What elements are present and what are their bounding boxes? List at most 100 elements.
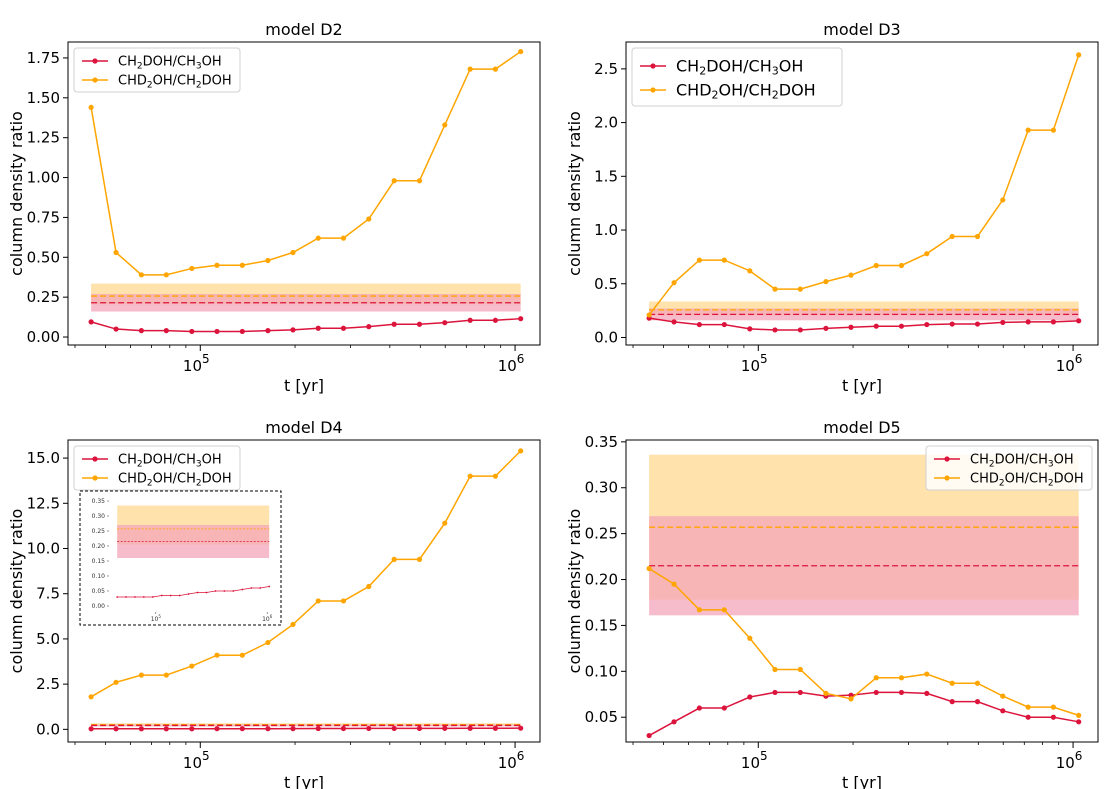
y-tick-label: 0.75 bbox=[27, 208, 60, 226]
legend-swatch-marker bbox=[92, 77, 98, 83]
legend-text-part: DOH/CH bbox=[706, 57, 772, 76]
series-1-point bbox=[391, 321, 397, 327]
y-tick-label: 0.10 bbox=[585, 662, 618, 680]
inset-series-point bbox=[134, 596, 136, 598]
legend-text-part: CHD bbox=[970, 472, 999, 487]
series-1-point bbox=[239, 328, 245, 335]
series-2-point bbox=[823, 690, 829, 696]
legend-text-part: CH bbox=[118, 55, 137, 70]
y-tick-label: 0.50 bbox=[27, 248, 60, 266]
series-1-point bbox=[492, 725, 499, 731]
series-1-point bbox=[88, 726, 94, 732]
legend-subscript: 2 bbox=[999, 479, 1005, 489]
series-line-2 bbox=[648, 54, 1080, 316]
tick-base: 10 bbox=[1056, 357, 1075, 375]
y-tick-label: 1.75 bbox=[27, 49, 60, 67]
series-1-point bbox=[416, 725, 423, 732]
series-1-point bbox=[823, 325, 829, 331]
series-2-point bbox=[1025, 127, 1031, 133]
series-2-point bbox=[721, 607, 727, 613]
series-2-point bbox=[924, 251, 930, 257]
inset-y-tick-label: 0.10 bbox=[92, 573, 106, 580]
series-2-point bbox=[138, 672, 144, 678]
series-line-2 bbox=[648, 567, 1079, 717]
inset-series-point bbox=[259, 587, 262, 589]
y-tick-label: 15.0 bbox=[27, 449, 60, 467]
series-2-point bbox=[1076, 712, 1082, 718]
series-2-point bbox=[898, 262, 905, 269]
series-1-point bbox=[848, 324, 854, 330]
series-1-point bbox=[873, 323, 879, 329]
inset-series-point bbox=[169, 594, 172, 597]
series-1-point bbox=[113, 726, 119, 732]
series-1-point bbox=[315, 325, 321, 331]
y-tick-label: 2.5 bbox=[594, 60, 618, 78]
series-1-point bbox=[772, 689, 778, 696]
series-1-point bbox=[646, 732, 652, 739]
series-2-point bbox=[1076, 52, 1082, 58]
tick-base: 10 bbox=[498, 754, 517, 772]
series-1-point bbox=[239, 726, 245, 732]
inset-series-point bbox=[142, 596, 145, 598]
series-1-point bbox=[797, 327, 803, 333]
series-1-point bbox=[416, 321, 423, 327]
legend-subscript: 3 bbox=[196, 460, 202, 470]
inset-series-line bbox=[117, 586, 270, 598]
chart-title: model D4 bbox=[265, 418, 342, 437]
series-1-point bbox=[1000, 708, 1006, 714]
series-2-point bbox=[239, 652, 245, 658]
series-2-point bbox=[518, 448, 524, 454]
y-tick-label: 0.00 bbox=[27, 328, 60, 346]
series-1-point bbox=[518, 316, 524, 322]
legend-entry: CHD2OH/CH2DOH bbox=[118, 472, 232, 489]
series-2-point bbox=[696, 607, 702, 613]
series-2-point bbox=[848, 696, 854, 702]
series-2-point bbox=[518, 48, 524, 55]
series-1-point bbox=[492, 317, 499, 323]
series-line-2 bbox=[90, 450, 522, 698]
legend-entry: CHD2OH/CH2DOH bbox=[676, 81, 816, 102]
inset-y-tick-label: 0.00 bbox=[92, 603, 106, 610]
series-1-point bbox=[848, 692, 854, 698]
series-2-point bbox=[189, 265, 195, 272]
y-tick-label: 0.30 bbox=[585, 479, 618, 497]
legend-text-part: CH bbox=[118, 453, 137, 468]
legend-text-part: DOH bbox=[202, 472, 232, 487]
series-1-point bbox=[873, 689, 879, 696]
y-tick-label: 5.0 bbox=[36, 630, 60, 648]
x-axis-label: t [yr] bbox=[842, 773, 882, 789]
series-1-point bbox=[214, 726, 220, 732]
legend-subscript: 2 bbox=[196, 81, 202, 91]
x-tick-label: 105 bbox=[741, 749, 768, 772]
series-1-point bbox=[163, 328, 169, 334]
legend-subscript: 3 bbox=[772, 65, 779, 78]
series-1-point bbox=[1076, 719, 1082, 725]
series-1-point bbox=[88, 319, 94, 325]
inset-series-point bbox=[241, 588, 244, 591]
legend-text-part: OH/CH bbox=[719, 81, 772, 100]
series-1-point bbox=[391, 725, 397, 732]
series-2-point bbox=[696, 257, 702, 263]
series-2-point bbox=[290, 621, 296, 628]
legend-entry: CHD2OH/CH2DOH bbox=[118, 74, 232, 91]
series-2-point bbox=[265, 639, 271, 646]
series-1-point bbox=[290, 327, 296, 333]
legend-text-part: OH bbox=[202, 55, 222, 70]
y-tick-label: 10.0 bbox=[27, 540, 60, 558]
inset-series-point bbox=[160, 594, 163, 597]
series-1-point bbox=[924, 321, 930, 328]
series-1-point bbox=[214, 328, 220, 335]
series-1-point bbox=[138, 328, 144, 334]
series-1-point bbox=[747, 694, 753, 700]
tick-base: 10 bbox=[741, 357, 760, 375]
series-2-point bbox=[772, 286, 778, 292]
y-tick-label: 0.35 bbox=[585, 433, 618, 451]
x-tick-label: 105 bbox=[183, 749, 210, 772]
series-2-point bbox=[315, 235, 321, 241]
series-2-point bbox=[671, 581, 677, 587]
legend-subscript: 2 bbox=[699, 65, 706, 78]
x-tick-label: 106 bbox=[498, 352, 525, 375]
